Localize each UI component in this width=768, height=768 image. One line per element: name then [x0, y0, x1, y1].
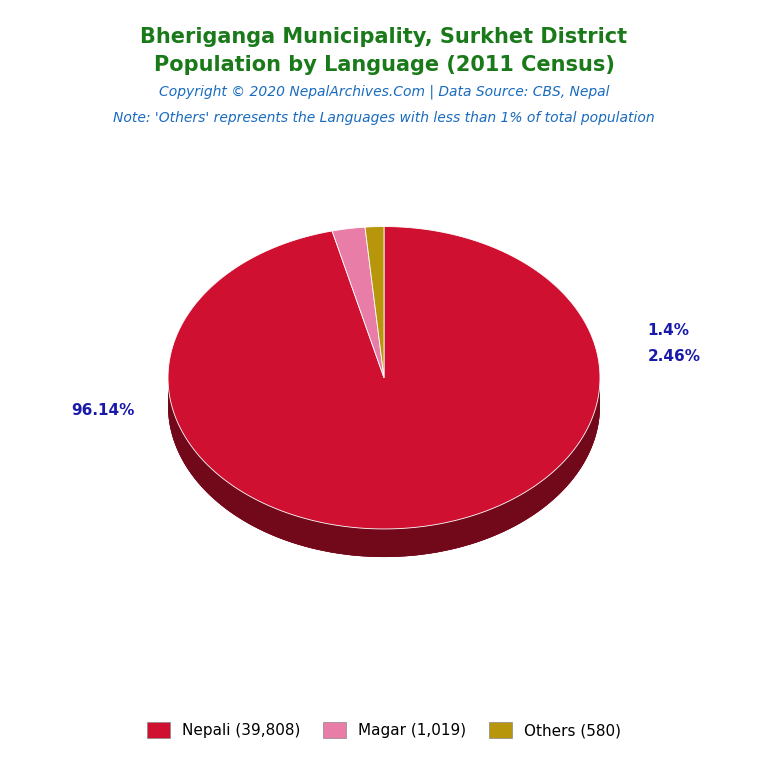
- Polygon shape: [168, 255, 600, 557]
- Text: 1.4%: 1.4%: [647, 323, 690, 338]
- Text: Bheriganga Municipality, Surkhet District: Bheriganga Municipality, Surkhet Distric…: [141, 27, 627, 47]
- Text: 96.14%: 96.14%: [71, 402, 134, 418]
- Polygon shape: [332, 255, 384, 406]
- Text: Copyright © 2020 NepalArchives.Com | Data Source: CBS, Nepal: Copyright © 2020 NepalArchives.Com | Dat…: [159, 84, 609, 99]
- Text: Note: 'Others' represents the Languages with less than 1% of total population: Note: 'Others' represents the Languages …: [113, 111, 655, 125]
- Polygon shape: [332, 227, 384, 378]
- Polygon shape: [168, 227, 600, 529]
- Polygon shape: [365, 227, 384, 378]
- Text: 2.46%: 2.46%: [647, 349, 700, 364]
- Ellipse shape: [168, 255, 600, 557]
- Text: Population by Language (2011 Census): Population by Language (2011 Census): [154, 55, 614, 75]
- Polygon shape: [168, 379, 600, 557]
- Polygon shape: [365, 255, 384, 406]
- Legend: Nepali (39,808), Magar (1,019), Others (580): Nepali (39,808), Magar (1,019), Others (…: [141, 716, 627, 744]
